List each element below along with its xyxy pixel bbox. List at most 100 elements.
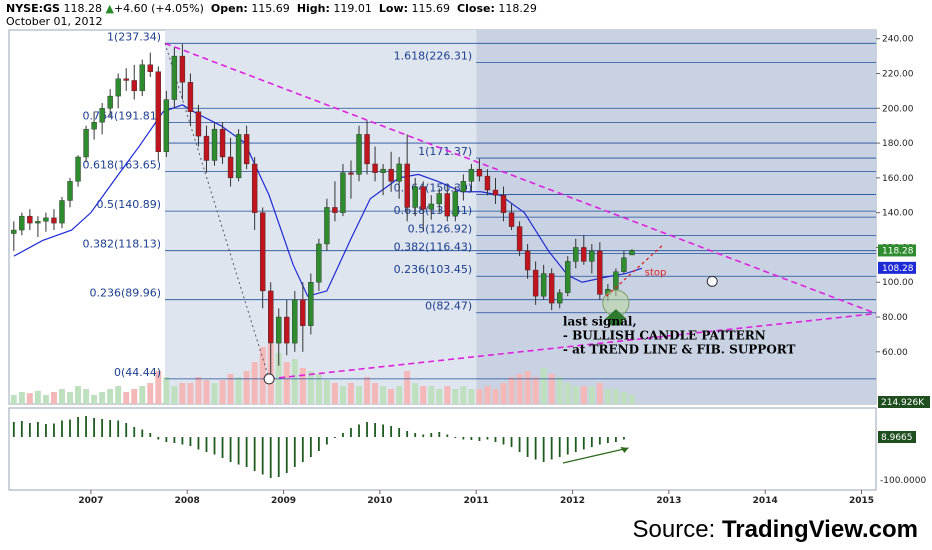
candle: [195, 111, 202, 137]
oscillator-pane: [8, 407, 877, 491]
price-tick-label: 180.00: [882, 139, 914, 149]
price-tick-label: 200.00: [882, 104, 914, 114]
oscillator-divergence-arrow: [562, 447, 629, 464]
year-tick-label: 2012: [560, 496, 585, 506]
fib-level-label: 1(237.34): [107, 30, 161, 43]
year-tick-label: 2014: [753, 496, 778, 506]
volume-bar: [91, 395, 98, 404]
candle: [211, 128, 218, 161]
volume-bar: [283, 362, 290, 404]
candle: [557, 292, 563, 304]
volume-bar: [604, 389, 611, 404]
shade-left-fib: [165, 30, 477, 404]
volume-bar: [339, 386, 346, 404]
candle: [629, 250, 635, 256]
candle: [516, 226, 523, 252]
quote-header: NYSE:GS 118.28 ▲+4.60 (+4.05%) Open: 115…: [6, 2, 537, 15]
volume-bar: [227, 374, 234, 404]
low-value: 115.69: [411, 2, 451, 15]
volume-bar: [556, 377, 563, 404]
volume-bar: [452, 389, 459, 404]
year-tick-label: 2015: [849, 496, 874, 506]
candle: [308, 282, 314, 326]
candle: [123, 78, 129, 81]
volume-bar: [259, 347, 266, 404]
candle: [171, 55, 178, 100]
candle: [500, 195, 507, 213]
volume-bar: [548, 374, 555, 404]
annotation-line: last signal,: [563, 315, 637, 329]
volume-bar: [500, 383, 507, 404]
candle: [316, 243, 322, 283]
symbol: NYSE:GS: [6, 2, 60, 15]
volume-bar: [131, 389, 138, 404]
volume-bar: [307, 371, 314, 404]
fib-level-label: 1(171.37): [418, 145, 472, 158]
candle: [524, 250, 531, 271]
candle: [540, 273, 547, 297]
candle: [251, 163, 258, 213]
candle: [621, 257, 627, 272]
candle: [597, 250, 603, 295]
close-label: Close:: [457, 2, 495, 15]
price-tick-label: 80.00: [882, 313, 908, 323]
volume-bar: [468, 389, 475, 404]
volume-bar: [83, 389, 90, 404]
change-value: +4.60 (+4.05%): [113, 2, 204, 15]
volume-bar: [628, 395, 635, 404]
signal-arrow-up-icon: [604, 309, 627, 326]
volume-bar: [235, 377, 242, 404]
change-up-icon: ▲: [105, 2, 114, 15]
volume-bar: [42, 395, 49, 404]
volume-bar: [155, 371, 162, 404]
candle: [573, 247, 579, 262]
volume-bar: [372, 383, 379, 404]
candle: [187, 81, 194, 112]
candle: [27, 215, 33, 224]
stop-dashed-line: [605, 243, 665, 297]
candle: [139, 64, 145, 92]
trendline-anchor-marker: [263, 373, 275, 385]
volume-bar: [404, 371, 411, 404]
price-tag: [878, 244, 916, 257]
candle: [203, 135, 210, 161]
candle: [444, 193, 451, 217]
oscillator-tag: [878, 431, 916, 443]
candle: [476, 168, 483, 177]
volume-bar: [123, 392, 130, 404]
volume-bar: [460, 386, 467, 404]
volume-bar: [107, 389, 114, 404]
stop-label: stop: [645, 267, 667, 278]
volume-bar: [380, 386, 387, 404]
volume-bar: [572, 386, 579, 404]
candle: [532, 269, 539, 297]
candle: [219, 128, 226, 158]
candle: [51, 217, 57, 224]
price-tick-label: 100.00: [882, 278, 914, 288]
annotation-line: - at TREND LINE & FIB. SUPPORT: [563, 343, 796, 357]
candle: [243, 134, 250, 165]
candle: [420, 186, 426, 210]
fib-level-label: 0.618(163.65): [82, 159, 161, 172]
high-label: High:: [296, 2, 330, 15]
oscillator-tick-label: -100.0000: [880, 476, 926, 486]
volume-bar: [412, 383, 419, 404]
volume-bar: [26, 393, 33, 404]
oscillator-tag-label: 8.9665: [881, 433, 913, 443]
volume-bar: [163, 377, 170, 404]
volume-bar: [58, 389, 65, 404]
candle: [508, 212, 515, 227]
volume-bar: [484, 386, 491, 404]
price-tag-label: 108.28: [882, 264, 914, 274]
candle: [324, 207, 330, 245]
volume-bar: [99, 392, 106, 404]
volume-tag: [878, 396, 930, 408]
low-label: Low:: [378, 2, 409, 15]
trendline-upper: [164, 42, 877, 315]
candle: [460, 181, 467, 192]
candle: [107, 95, 113, 109]
volume-bar: [540, 368, 547, 404]
volume-bar: [492, 389, 499, 404]
volume-bar: [219, 380, 226, 404]
